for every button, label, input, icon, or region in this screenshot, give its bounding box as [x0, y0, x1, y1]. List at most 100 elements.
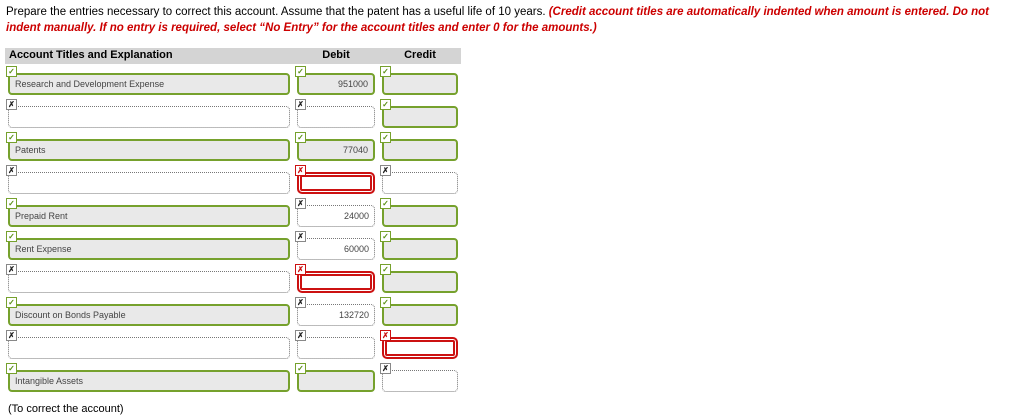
- credit-amount-cell: ✓: [380, 264, 458, 294]
- clear-x-icon[interactable]: ✗: [380, 363, 391, 375]
- account-title-cell: ✗: [6, 264, 290, 294]
- debit-amount-cell: ✗ 132720: [295, 297, 375, 327]
- credit-amount-cell: ✓: [380, 231, 458, 261]
- debit-amount-input[interactable]: 951000: [297, 73, 375, 96]
- clear-x-icon[interactable]: ✗: [6, 330, 17, 342]
- correct-check-icon[interactable]: ✓: [6, 66, 17, 78]
- credit-amount-input[interactable]: [382, 304, 458, 327]
- error-x-icon[interactable]: ✗: [295, 165, 306, 177]
- account-title-cell: ✓ Prepaid Rent: [6, 198, 290, 228]
- credit-amount-cell: ✗: [380, 330, 458, 360]
- journal-row: ✓ Intangible Assets ✓ ✗: [0, 363, 465, 393]
- clear-x-icon[interactable]: ✗: [295, 99, 306, 111]
- account-title-input[interactable]: Prepaid Rent: [8, 205, 290, 228]
- debit-amount-input[interactable]: 60000: [297, 238, 375, 261]
- credit-amount-cell: ✗: [380, 165, 458, 195]
- credit-amount-cell: ✓: [380, 198, 458, 228]
- correct-check-icon[interactable]: ✓: [380, 132, 391, 144]
- correct-check-icon[interactable]: ✓: [6, 297, 17, 309]
- journal-row: ✓ Rent Expense ✗ 60000 ✓: [0, 231, 465, 261]
- correct-check-icon[interactable]: ✓: [380, 231, 391, 243]
- credit-amount-input[interactable]: [382, 337, 458, 360]
- account-title-input[interactable]: Patents: [8, 139, 290, 162]
- instructions-warning: (Credit account titles are automatically…: [6, 6, 989, 34]
- credit-amount-input[interactable]: [382, 205, 458, 228]
- credit-amount-input[interactable]: [382, 172, 458, 195]
- account-title-input[interactable]: Discount on Bonds Payable: [8, 304, 290, 327]
- debit-amount-input[interactable]: 132720: [297, 304, 375, 327]
- clear-x-icon[interactable]: ✗: [295, 297, 306, 309]
- debit-amount-input[interactable]: 24000: [297, 205, 375, 228]
- journal-row: ✓ Patents ✓ 77040 ✓: [0, 132, 465, 162]
- journal-row: ✗ ✗ ✗: [0, 165, 465, 195]
- correct-check-icon[interactable]: ✓: [295, 132, 306, 144]
- credit-amount-cell: ✓: [380, 99, 458, 129]
- correct-check-icon[interactable]: ✓: [380, 66, 391, 78]
- clear-x-icon[interactable]: ✗: [6, 165, 17, 177]
- credit-amount-input[interactable]: [382, 139, 458, 162]
- correct-check-icon[interactable]: ✓: [6, 363, 17, 375]
- credit-amount-cell: ✓: [380, 66, 458, 96]
- error-x-icon[interactable]: ✗: [295, 264, 306, 276]
- table-header-row: Account Titles and Explanation Debit Cre…: [5, 48, 461, 65]
- clear-x-icon[interactable]: ✗: [295, 231, 306, 243]
- journal-row: ✓ Research and Development Expense ✓ 951000…: [0, 66, 465, 96]
- correct-check-icon[interactable]: ✓: [380, 264, 391, 276]
- account-title-cell: ✗: [6, 99, 290, 129]
- correct-check-icon[interactable]: ✓: [6, 231, 17, 243]
- account-title-cell: ✗: [6, 330, 290, 360]
- account-title-input[interactable]: [8, 172, 290, 195]
- account-title-cell: ✓ Discount on Bonds Payable: [6, 297, 290, 327]
- debit-amount-input[interactable]: [297, 172, 375, 195]
- account-title-cell: ✓ Intangible Assets: [6, 363, 290, 393]
- account-title-input[interactable]: Rent Expense: [8, 238, 290, 261]
- correct-check-icon[interactable]: ✓: [380, 99, 391, 111]
- journal-row: ✓ Prepaid Rent ✗ 24000 ✓: [0, 198, 465, 228]
- journal-row: ✗ ✗ ✓: [0, 264, 465, 294]
- credit-amount-input[interactable]: [382, 106, 458, 129]
- error-x-icon[interactable]: ✗: [380, 330, 391, 342]
- clear-x-icon[interactable]: ✗: [295, 330, 306, 342]
- header-debit: Debit: [322, 49, 350, 62]
- debit-amount-input[interactable]: [297, 271, 375, 294]
- journal-entry-table: Account Titles and Explanation Debit Cre…: [0, 48, 465, 393]
- account-title-cell: ✓ Research and Development Expense: [6, 66, 290, 96]
- correct-check-icon[interactable]: ✓: [380, 198, 391, 210]
- header-credit: Credit: [404, 49, 436, 62]
- credit-amount-cell: ✓: [380, 297, 458, 327]
- account-title-input[interactable]: [8, 271, 290, 294]
- instructions-prompt: Prepare the entries necessary to correct…: [6, 6, 549, 18]
- clear-x-icon[interactable]: ✗: [380, 165, 391, 177]
- correct-check-icon[interactable]: ✓: [380, 297, 391, 309]
- account-title-input[interactable]: [8, 337, 290, 360]
- clear-x-icon[interactable]: ✗: [6, 264, 17, 276]
- debit-amount-cell: ✓ 951000: [295, 66, 375, 96]
- debit-amount-cell: ✗: [295, 165, 375, 195]
- correct-check-icon[interactable]: ✓: [295, 66, 306, 78]
- credit-amount-input[interactable]: [382, 370, 458, 393]
- correct-check-icon[interactable]: ✓: [6, 198, 17, 210]
- account-title-cell: ✓ Rent Expense: [6, 231, 290, 261]
- debit-amount-input[interactable]: 77040: [297, 139, 375, 162]
- debit-amount-input[interactable]: [297, 106, 375, 129]
- clear-x-icon[interactable]: ✗: [6, 99, 17, 111]
- credit-amount-input[interactable]: [382, 73, 458, 96]
- clear-x-icon[interactable]: ✗: [295, 198, 306, 210]
- journal-row: ✓ Discount on Bonds Payable ✗ 132720 ✓: [0, 297, 465, 327]
- correct-check-icon[interactable]: ✓: [295, 363, 306, 375]
- table-rows: ✓ Research and Development Expense ✓ 951000…: [0, 64, 465, 393]
- account-title-input[interactable]: Intangible Assets: [8, 370, 290, 393]
- debit-amount-input[interactable]: [297, 370, 375, 393]
- debit-amount-cell: ✗: [295, 264, 375, 294]
- credit-amount-input[interactable]: [382, 238, 458, 261]
- debit-amount-input[interactable]: [297, 337, 375, 360]
- account-title-input[interactable]: [8, 106, 290, 129]
- credit-amount-input[interactable]: [382, 271, 458, 294]
- journal-row: ✗ ✗ ✗: [0, 330, 465, 360]
- account-title-input[interactable]: Research and Development Expense: [8, 73, 290, 96]
- debit-amount-cell: ✓: [295, 363, 375, 393]
- journal-row: ✗ ✗ ✓: [0, 99, 465, 129]
- credit-amount-cell: ✓: [380, 132, 458, 162]
- correct-check-icon[interactable]: ✓: [6, 132, 17, 144]
